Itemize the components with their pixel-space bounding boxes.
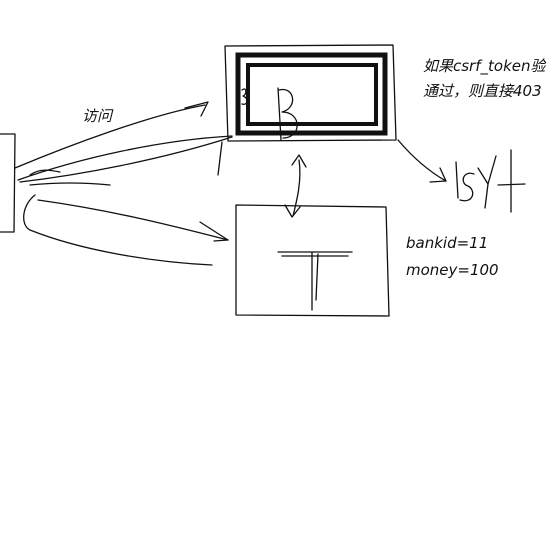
visit-label: 访问 <box>82 107 114 125</box>
server-b-letter: B <box>241 87 298 141</box>
money-label: money=100 <box>406 261 499 279</box>
server-b-box <box>224 44 397 142</box>
bankid-label: bankid=11 <box>406 234 488 252</box>
result-scribble: isYt <box>455 149 526 213</box>
server-b-middle-border <box>235 52 388 136</box>
return-arrow <box>19 136 233 186</box>
server-b-inner-border <box>246 63 378 126</box>
client-box <box>0 133 16 233</box>
server-t-box <box>235 204 390 317</box>
b-to-result-arrow <box>397 139 447 183</box>
server-b-outer-border <box>224 44 397 142</box>
client-to-t-arrow <box>23 194 229 266</box>
csrf-note-line1: 如果csrf_token验 <box>423 57 546 76</box>
b-t-link-arrow <box>284 154 307 218</box>
visit-arrow <box>14 101 233 181</box>
server-t-letter: T <box>277 251 353 311</box>
csrf-note-line2: 通过，则直接403 <box>423 82 542 100</box>
